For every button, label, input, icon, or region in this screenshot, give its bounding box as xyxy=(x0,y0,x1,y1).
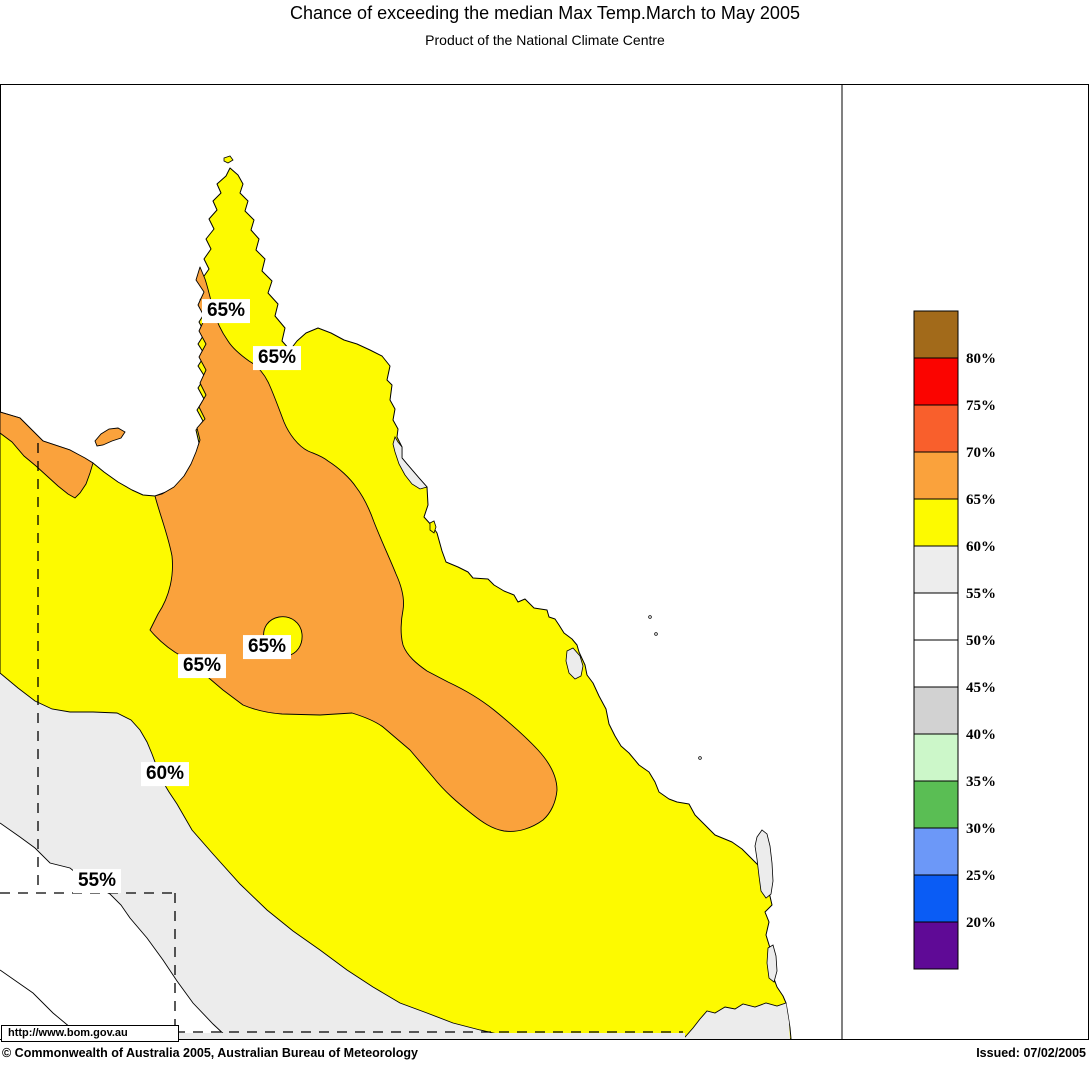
copyright-text: © Commonwealth of Australia 2005, Austra… xyxy=(2,1046,418,1060)
legend-label: 50% xyxy=(966,633,996,649)
legend-box xyxy=(913,498,959,547)
fraser-island xyxy=(754,829,774,899)
legend-label: 20% xyxy=(966,915,996,931)
stradbroke-island xyxy=(766,944,778,983)
nsw-gray-strip xyxy=(175,1033,685,1039)
islet-dot-1 xyxy=(648,615,652,619)
coastal-gray-patch-central xyxy=(565,647,584,680)
contour-label: 65% xyxy=(177,654,227,678)
legend-label: 30% xyxy=(966,821,996,837)
legend-box xyxy=(913,639,959,688)
legend-box xyxy=(913,780,959,829)
contour-label: 65% xyxy=(242,635,292,659)
issued-date: Issued: 07/02/2005 xyxy=(976,1046,1086,1060)
page-title: Chance of exceeding the median Max Temp.… xyxy=(290,3,800,23)
legend-box xyxy=(913,921,959,970)
legend-label: 25% xyxy=(966,868,996,884)
legend-label: 75% xyxy=(966,398,996,414)
band-50-55-region xyxy=(0,823,229,1039)
contour-label: 65% xyxy=(252,346,302,370)
band-65-70-central-region xyxy=(149,266,558,832)
legend-box xyxy=(913,451,959,500)
cape-york-tip-island xyxy=(223,155,234,164)
contour-55-line xyxy=(0,822,230,1040)
legend-box xyxy=(913,545,959,594)
legend-box xyxy=(913,827,959,876)
legend-label: 55% xyxy=(966,586,996,602)
legend-label: 40% xyxy=(966,727,996,743)
contour-label: 60% xyxy=(140,762,190,786)
qld-nt-sa-border-dashed xyxy=(0,443,683,1033)
page-subtitle: Product of the National Climate Centre xyxy=(425,32,665,48)
legend-label: 70% xyxy=(966,445,996,461)
legend-label: 60% xyxy=(966,539,996,555)
legend-box xyxy=(913,686,959,735)
bom-url-box: http://www.bom.gov.au xyxy=(1,1025,179,1042)
coastal-islet xyxy=(429,520,437,534)
mornington-island xyxy=(94,427,126,447)
legend-label: 45% xyxy=(966,680,996,696)
contour-label: 55% xyxy=(72,869,122,893)
map-canvas: 80% 75% 70% 65% 60% 55% 50% 45% 40% 35% … xyxy=(0,84,1089,1040)
legend-label: 35% xyxy=(966,774,996,790)
islet-dot-2 xyxy=(654,632,658,636)
band-65-70-nt-patch xyxy=(0,411,94,499)
coastal-gray-patch-north xyxy=(392,436,428,490)
nsw-border-line xyxy=(682,1002,787,1040)
legend-label: 80% xyxy=(966,351,996,367)
legend-box xyxy=(913,874,959,923)
legend-label: 65% xyxy=(966,492,996,508)
legend-box xyxy=(913,310,959,359)
contour-label: 65% xyxy=(201,299,251,323)
legend-box xyxy=(913,592,959,641)
legend-colorbar: 80% 75% 70% 65% 60% 55% 50% 45% 40% 35% … xyxy=(913,310,996,970)
legend-box xyxy=(913,404,959,453)
legend-box xyxy=(913,357,959,406)
islet-dot-3 xyxy=(698,756,702,760)
legend-box xyxy=(913,733,959,782)
contour-60-line xyxy=(0,672,523,1040)
